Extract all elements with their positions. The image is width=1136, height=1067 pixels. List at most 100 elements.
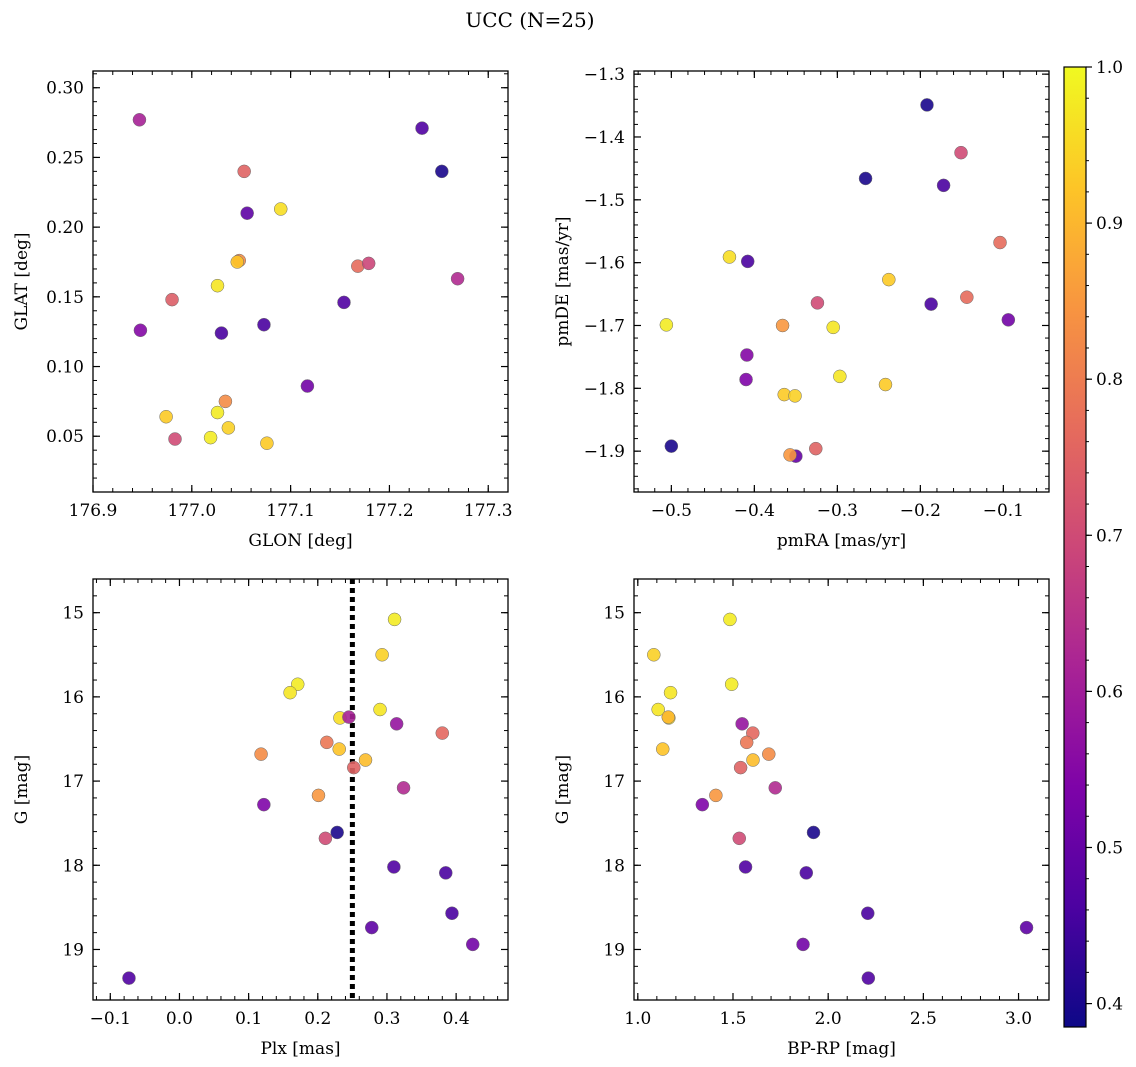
colorbar: 0.4 0.5 0.6 0.7 0.8 0.9 1.0 <box>1063 58 1123 1028</box>
scatter-point <box>132 113 147 127</box>
y-tick-label: −1.9 <box>584 442 625 462</box>
y-axis-label: pmDE [mas/yr] <box>553 216 573 346</box>
scatter-point <box>387 860 401 874</box>
y-tick-label: 15 <box>62 604 84 624</box>
scatter-point <box>740 348 754 362</box>
x-tick-label: 177.2 <box>365 501 414 521</box>
scatter-point <box>221 421 236 435</box>
scatter-point <box>210 405 225 420</box>
y-tick-label: 0.15 <box>46 288 84 308</box>
x-tick-label: 177.0 <box>167 501 216 521</box>
scatter-point <box>133 323 148 338</box>
scatter-point <box>168 432 182 446</box>
scatter-point <box>1001 313 1016 327</box>
panel-1: 176.9 177.0 177.1 177.2 177.3 0.05 0.10 0.15 0.2… <box>12 70 513 551</box>
scatter-point <box>647 648 661 662</box>
panel-3: −0.1 0.0 0.1 0.2 0.3 0.4 15 16 17 18 19 Plx [mas] G … <box>12 578 509 1059</box>
scatter-point <box>364 920 379 935</box>
axes-frame <box>633 578 1050 1001</box>
scatter-point <box>318 831 333 846</box>
scatter-point <box>833 369 847 384</box>
colorbar-tick-label: 0.9 <box>1096 214 1123 234</box>
scatter-point <box>218 394 233 409</box>
scatter-point <box>746 753 760 767</box>
scatter-point <box>300 379 315 393</box>
scatter-point <box>435 726 450 740</box>
scatter-point <box>732 831 747 846</box>
scatter-point <box>826 320 840 335</box>
x-axis-label: Plx [mas] <box>260 1039 340 1059</box>
x-tick-label: 0.3 <box>373 1009 400 1029</box>
scatter-point <box>240 206 254 220</box>
x-tick-label: −0.5 <box>651 501 692 521</box>
y-tick-label: −1.8 <box>584 379 625 399</box>
scatter-point <box>651 702 665 717</box>
colorbar-tick-label: 1.0 <box>1096 58 1123 78</box>
scatter-point <box>809 441 823 456</box>
y-tick-label: 17 <box>603 772 625 792</box>
scatter-point <box>954 145 968 160</box>
panel-2: −0.5 −0.4 −0.3 −0.2 −0.1 −1.9 −1.8 −1.7 −1.6 −1.5… <box>553 65 1050 551</box>
scatter-point <box>655 742 670 756</box>
scatter-point <box>799 866 814 880</box>
scatter-point <box>663 685 678 700</box>
scatter-point <box>724 677 739 691</box>
scatter-point <box>733 760 748 775</box>
y-tick-label: 0.05 <box>46 427 84 447</box>
colorbar-tick-label: 0.5 <box>1096 838 1123 858</box>
scatter-point <box>389 717 404 731</box>
y-axis-label: G [mag] <box>12 755 32 824</box>
x-tick-label: −0.1 <box>90 1009 131 1029</box>
scatter-point <box>806 825 821 840</box>
scatter-point <box>435 164 449 179</box>
scatter-point <box>230 255 245 269</box>
scatter-point <box>375 648 389 662</box>
scatter-point <box>203 430 218 445</box>
y-tick-label: 15 <box>603 604 625 624</box>
scatter-point <box>290 677 305 691</box>
scatter-point <box>260 436 274 450</box>
scatter-point <box>347 760 361 775</box>
colorbar-tick-label: 0.7 <box>1096 526 1123 546</box>
scatter-point <box>415 121 429 135</box>
scatter-point <box>878 377 893 392</box>
scatter-point <box>257 797 271 812</box>
x-tick-label: 0.4 <box>443 1009 470 1029</box>
x-axis-label: pmRA [mas/yr] <box>777 531 906 551</box>
scatter-point <box>739 372 753 387</box>
x-tick-label: −0.2 <box>900 501 941 521</box>
colorbar-tick-label: 0.6 <box>1096 682 1123 702</box>
scatter-point <box>739 735 754 750</box>
scatter-point <box>445 906 459 921</box>
y-tick-label: 0.25 <box>46 148 84 168</box>
y-tick-label: 0.20 <box>46 218 84 238</box>
scatter-point <box>1019 920 1034 935</box>
x-tick-label: 1.5 <box>719 1009 746 1029</box>
scatter-point <box>237 164 251 179</box>
scatter-point <box>740 254 755 269</box>
axes-frame <box>633 70 1050 493</box>
scatter-point <box>465 937 480 952</box>
y-tick-label: −1.7 <box>584 316 625 336</box>
y-tick-label: 17 <box>62 772 84 792</box>
x-tick-label: 0.1 <box>235 1009 262 1029</box>
scatter-point <box>337 295 351 310</box>
scatter-point <box>283 685 297 700</box>
y-tick-label: 16 <box>603 688 625 708</box>
y-axis-label: G [mag] <box>553 755 573 824</box>
colorbar-tick-label: 0.8 <box>1096 370 1123 390</box>
y-tick-label: −1.6 <box>584 254 625 274</box>
scatter-point <box>738 860 753 874</box>
scatter-point <box>661 710 676 724</box>
x-axis-label: BP-RP [mag] <box>787 1039 896 1059</box>
x-tick-label: 177.3 <box>464 501 513 521</box>
y-tick-label: 19 <box>62 940 84 960</box>
y-tick-label: −1.5 <box>584 191 625 211</box>
scatter-point <box>330 825 344 840</box>
y-tick-label: 0.10 <box>46 358 84 378</box>
scatter-point <box>723 612 737 627</box>
scatter-point <box>387 612 402 627</box>
scatter-point <box>122 971 136 985</box>
panel-4: 1.0 1.5 2.0 2.5 3.0 15 16 17 18 19 BP-RP [mag] G [m… <box>553 578 1050 1059</box>
